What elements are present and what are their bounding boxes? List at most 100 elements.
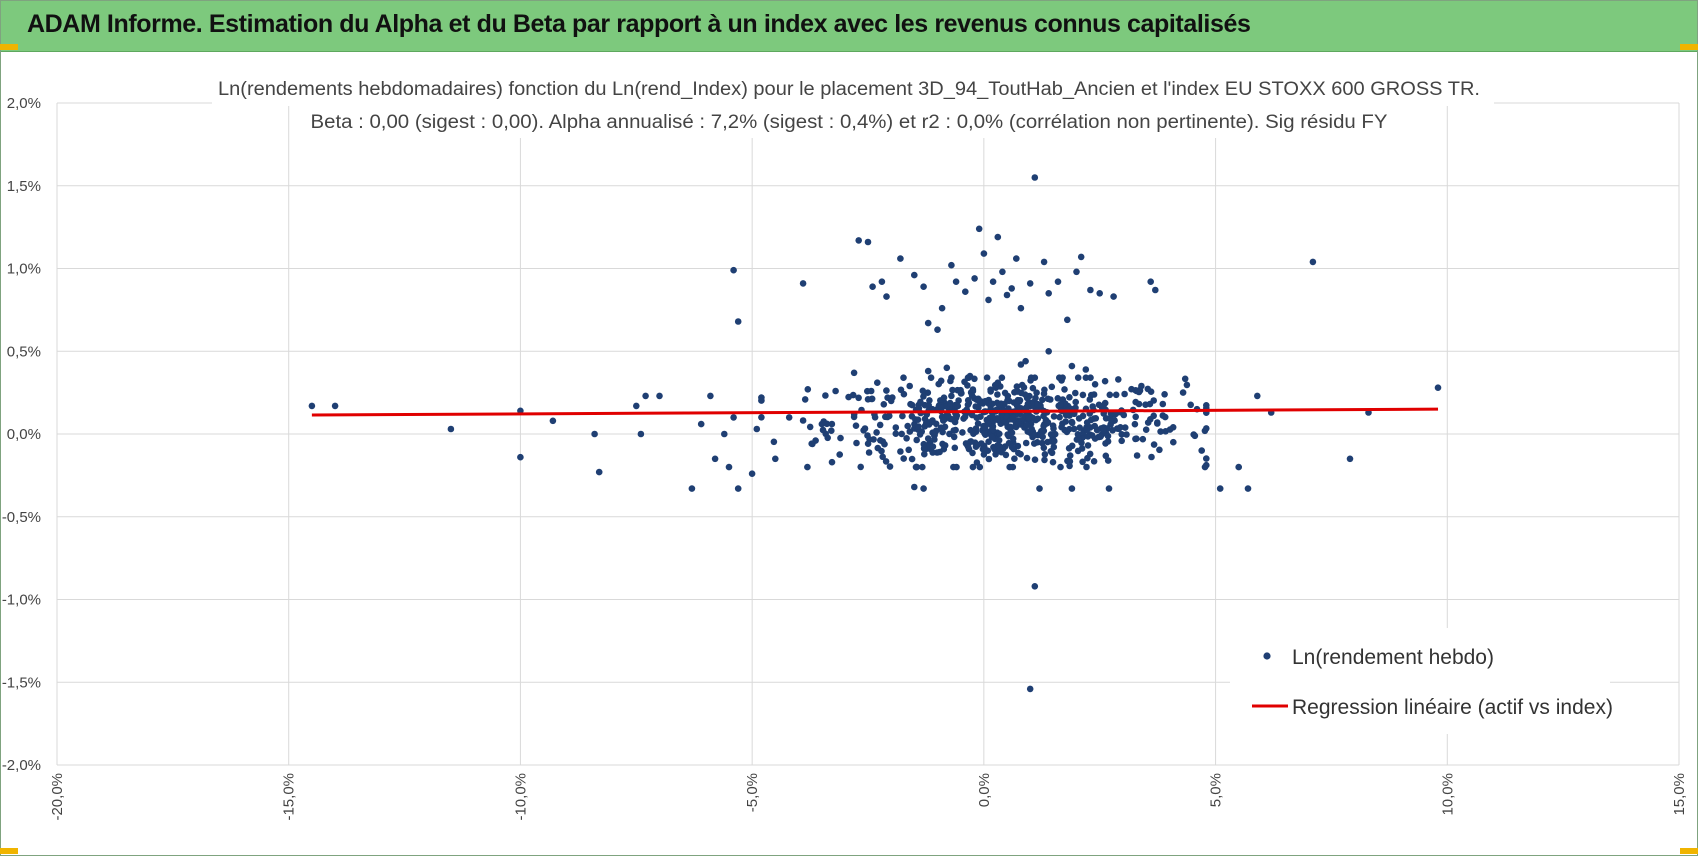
- data-point: [1087, 374, 1094, 382]
- data-point: [922, 420, 930, 427]
- data-point: [1101, 377, 1109, 385]
- data-point: [951, 418, 959, 426]
- data-point: [1131, 420, 1139, 428]
- data-point: [919, 387, 927, 395]
- data-point: [1079, 391, 1087, 399]
- data-point: [1079, 458, 1086, 466]
- y-tick-label: -2,0%: [2, 757, 41, 774]
- data-point: [1076, 424, 1083, 432]
- data-point: [883, 387, 890, 394]
- data-point: [1179, 389, 1187, 396]
- data-point: [949, 386, 956, 394]
- legend-scatter-label: Ln(rendement hebdo): [1292, 646, 1494, 669]
- data-point: [920, 444, 928, 452]
- data-point: [824, 434, 831, 442]
- data-point: [770, 438, 778, 446]
- data-point: [877, 437, 884, 444]
- data-point: [950, 433, 958, 441]
- data-point: [971, 275, 978, 282]
- data-point: [1041, 456, 1048, 464]
- data-point: [935, 380, 942, 388]
- data-point: [965, 399, 973, 407]
- data-point: [1133, 452, 1141, 459]
- data-point: [916, 431, 924, 438]
- data-point: [308, 402, 316, 410]
- data-point: [1181, 375, 1189, 383]
- data-point: [1026, 685, 1034, 693]
- data-point: [828, 458, 836, 466]
- data-point: [1128, 385, 1135, 393]
- data-point: [1061, 386, 1068, 393]
- data-point: [1150, 441, 1158, 448]
- data-point: [1073, 436, 1081, 443]
- data-point: [985, 455, 993, 463]
- data-point: [1013, 255, 1020, 262]
- data-point: [1040, 390, 1048, 398]
- data-point: [1118, 437, 1125, 445]
- data-point: [998, 374, 1006, 382]
- data-point: [969, 449, 976, 457]
- data-point: [447, 425, 455, 433]
- data-point: [870, 436, 877, 443]
- data-point: [1029, 384, 1037, 392]
- x-tick-label: 10,0%: [1439, 773, 1456, 816]
- data-point: [1139, 435, 1147, 443]
- data-point: [900, 374, 907, 382]
- data-point: [905, 446, 912, 454]
- data-point: [799, 417, 807, 424]
- data-point: [878, 278, 886, 286]
- data-point: [968, 392, 976, 400]
- regression-line: [311, 407, 1439, 417]
- subtitle-background-2: [300, 104, 1402, 138]
- data-point: [1025, 414, 1033, 422]
- data-point: [853, 439, 860, 447]
- data-point: [1058, 423, 1065, 431]
- data-point: [1013, 402, 1021, 410]
- data-point: [973, 459, 981, 466]
- data-point: [1104, 432, 1112, 440]
- data-point: [978, 440, 985, 447]
- data-point: [1147, 278, 1154, 286]
- data-point: [1028, 425, 1035, 433]
- data-point: [1033, 389, 1040, 397]
- data-point: [864, 396, 872, 403]
- data-point: [900, 455, 907, 462]
- data-point: [973, 414, 980, 422]
- data-point: [924, 367, 932, 375]
- data-point: [1187, 401, 1194, 409]
- data-point: [1097, 433, 1104, 441]
- data-point: [1147, 416, 1154, 423]
- x-tick-label: -10,0%: [512, 773, 529, 821]
- data-point: [864, 238, 872, 246]
- data-point: [1066, 452, 1074, 459]
- data-point: [1161, 391, 1168, 398]
- data-point: [1152, 286, 1159, 294]
- chart-title-line-1: Ln(rendements hebdomadaires) fonction du…: [218, 79, 1480, 100]
- data-point: [1118, 431, 1125, 438]
- data-point: [1041, 451, 1049, 458]
- data-point: [938, 404, 945, 412]
- data-point: [730, 266, 737, 274]
- data-point: [517, 453, 524, 461]
- data-point: [1034, 415, 1042, 423]
- data-point: [1112, 391, 1120, 399]
- data-point: [985, 438, 992, 446]
- data-point: [1045, 348, 1052, 355]
- data-point: [929, 443, 937, 450]
- data-point: [996, 447, 1003, 455]
- data-point: [1031, 174, 1039, 181]
- chart-legend: Ln(rendement hebdo) Regression linéaire …: [1230, 628, 1613, 734]
- data-point: [809, 440, 816, 448]
- data-point: [1254, 392, 1261, 400]
- data-point: [1216, 485, 1224, 492]
- data-point: [861, 425, 869, 432]
- data-point: [1050, 443, 1058, 451]
- data-point: [964, 443, 972, 451]
- data-point: [1031, 374, 1039, 382]
- data-point: [849, 391, 857, 399]
- data-point: [1088, 391, 1095, 399]
- data-point: [836, 451, 843, 458]
- data-point: [994, 441, 1001, 449]
- data-point: [1100, 426, 1107, 434]
- data-point: [898, 430, 905, 438]
